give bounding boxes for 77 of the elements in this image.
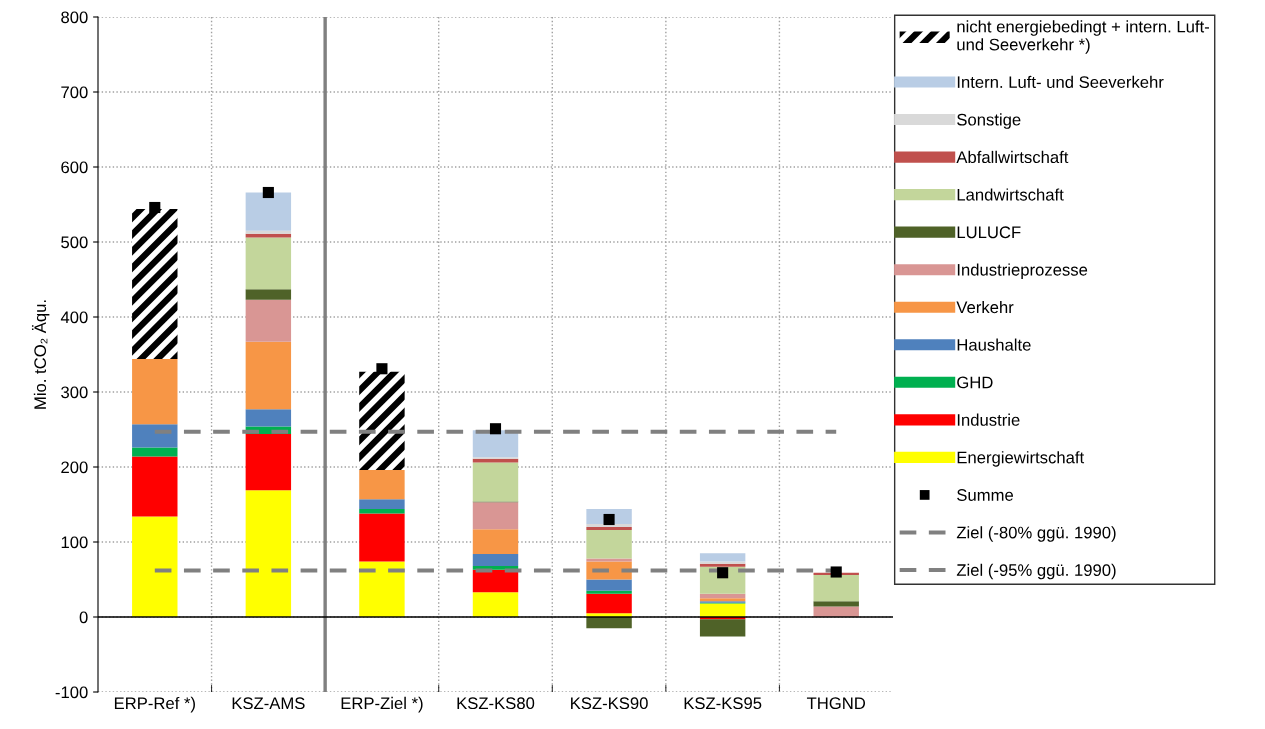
legend-label: Industrieprozesse	[957, 263, 1088, 279]
y-tick-label: 300	[61, 386, 88, 399]
legend-label: nicht energiebedingt + intern. Luft- und Seeverkehr *)	[957, 20, 1209, 54]
y-tick-label: 700	[61, 86, 88, 99]
y-tick-label: 0	[79, 611, 88, 624]
legend-label: Industrie	[957, 413, 1020, 426]
legend-label: Energiewirtschaft	[957, 451, 1085, 467]
bar	[245, 434, 292, 491]
x-tick-label: KSZ-KS95	[684, 697, 762, 710]
bar	[699, 553, 746, 562]
bar	[586, 617, 632, 629]
legend-label: LULUCF	[957, 226, 1021, 239]
bar	[472, 554, 519, 566]
legend-label: Ziel (-95% ggü. 1990)	[956, 563, 1116, 580]
bar	[359, 509, 405, 514]
bar	[359, 513, 405, 562]
point	[489, 423, 502, 435]
bar	[245, 341, 292, 410]
y-axis-title: Mio. tCO₂ Äqu.	[31, 300, 50, 409]
bar	[359, 371, 405, 470]
x-tick-label: ERP-Ziel *)	[341, 696, 423, 713]
bar	[813, 601, 859, 607]
bar	[245, 299, 292, 342]
x-tick-label: KSZ-KS90	[571, 697, 648, 710]
legend-label: Ziel (-80% ggü. 1990)	[956, 526, 1116, 542]
bar	[359, 499, 405, 509]
bar	[245, 237, 292, 290]
x-tick-label: THGND	[806, 697, 866, 710]
point	[376, 363, 388, 375]
bar	[586, 593, 632, 614]
y-tick-label: 200	[61, 461, 88, 474]
x-tick-label: ERP-Ref *)	[114, 696, 195, 713]
legend-label: Intern. Luft- und Seeverkehr	[957, 75, 1164, 89]
legend-label: Summe	[957, 489, 1014, 501]
legend-label: Abfallwirtschaft	[956, 150, 1069, 164]
bar	[359, 470, 405, 500]
bar	[245, 409, 292, 427]
point	[262, 186, 274, 199]
legend-label: Sonstige	[957, 113, 1021, 129]
y-tick-label: 400	[60, 311, 88, 324]
y-tick-label: -100	[55, 686, 88, 699]
bar	[472, 502, 519, 530]
legend-label: Haushalte	[957, 338, 1031, 351]
point	[717, 567, 729, 579]
bar	[132, 516, 178, 617]
bar	[586, 530, 632, 559]
bar	[586, 558, 632, 562]
bar	[472, 462, 519, 502]
bar	[132, 424, 178, 448]
legend-label: GHD	[957, 376, 993, 389]
bar	[245, 289, 292, 300]
bar	[132, 456, 178, 517]
point	[830, 566, 842, 578]
bar	[245, 490, 292, 617]
y-tick-label: 500	[61, 236, 88, 249]
y-tick-label: 600	[61, 161, 88, 174]
legend-label: Verkehr	[956, 301, 1014, 314]
bar	[472, 592, 519, 617]
bar	[245, 230, 292, 234]
bar	[586, 590, 632, 594]
bar	[359, 561, 405, 617]
bar	[813, 606, 859, 617]
bar	[813, 575, 859, 602]
bar	[132, 359, 178, 425]
bar	[586, 579, 632, 591]
y-tick-label: 800	[61, 11, 88, 24]
bar	[132, 209, 178, 359]
bar	[132, 447, 178, 457]
point	[149, 201, 161, 214]
bar	[699, 603, 746, 617]
x-tick-label: KSZ-KS80	[457, 697, 535, 710]
x-tick-label: KSZ-AMS	[232, 697, 305, 710]
bar	[472, 529, 519, 554]
legend-label: Landwirtschaft	[957, 188, 1064, 201]
bar	[699, 619, 746, 637]
bar	[245, 192, 292, 231]
y-tick-label: 100	[61, 536, 88, 549]
